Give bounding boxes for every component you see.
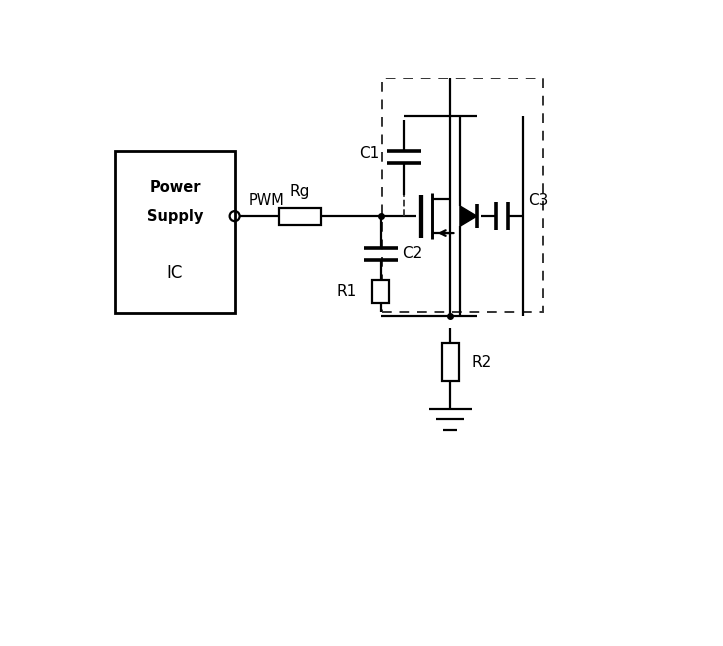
Text: PWM: PWM [249,193,284,208]
Text: Supply: Supply [147,209,203,224]
Text: C1: C1 [359,146,380,161]
Bar [279,207,321,225]
Bar [372,280,390,303]
Text: R2: R2 [472,355,492,370]
Text: R1: R1 [336,284,356,298]
Bar [115,151,235,313]
Text: Power: Power [149,180,201,194]
Text: Rg: Rg [290,184,310,199]
Polygon shape [460,206,477,226]
Text: C2: C2 [403,246,423,262]
Bar [442,344,458,382]
Text: C3: C3 [528,193,548,208]
Text: IC: IC [167,264,183,282]
Bar [382,78,543,313]
